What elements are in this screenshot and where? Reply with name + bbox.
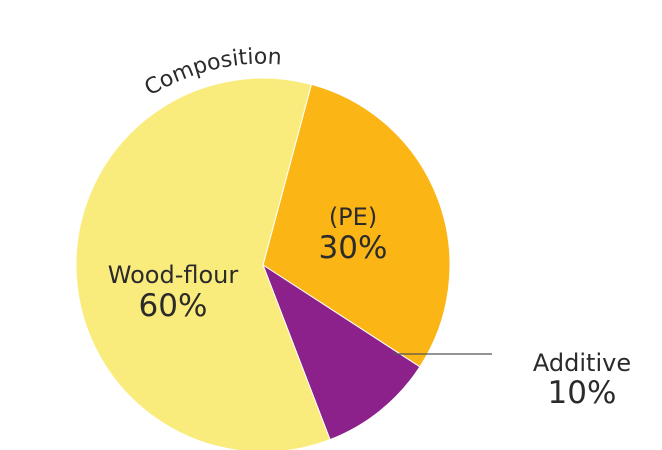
pie-slice-additive bbox=[261, 263, 421, 441]
slice-value-additive: 10% bbox=[548, 375, 617, 411]
labels-layer: Composition (PE) 30% Additive 10% Wood-f… bbox=[108, 45, 631, 411]
slice-value-wood-flour: 60% bbox=[139, 288, 208, 324]
slice-label-pe: (PE) bbox=[329, 203, 377, 231]
pie-slice-pe bbox=[262, 83, 451, 368]
pie-slice-wood-flour bbox=[75, 77, 331, 450]
slice-label-additive: Additive bbox=[533, 349, 631, 377]
slices-layer bbox=[75, 77, 451, 450]
slice-value-pe: 30% bbox=[319, 230, 388, 266]
slice-label-wood-flour: Wood-flour bbox=[108, 261, 239, 289]
